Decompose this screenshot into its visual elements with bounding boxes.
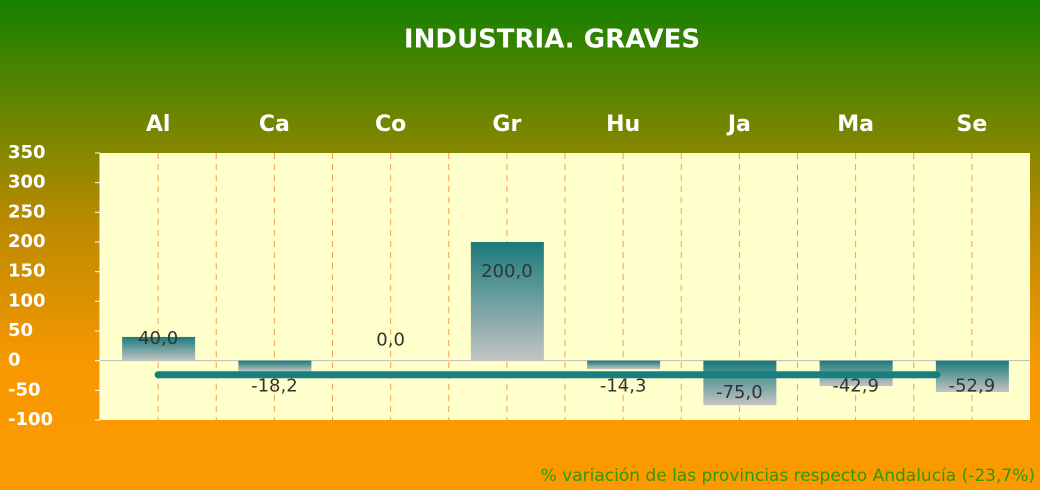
bar — [122, 336, 196, 361]
x-tick-label: Al — [146, 112, 171, 137]
data-label: 40,0 — [138, 328, 178, 349]
y-tick-label: 0 — [8, 350, 21, 371]
x-tick-label: Gr — [492, 112, 521, 137]
y-tick-label: 350 — [8, 142, 46, 163]
data-label: -75,0 — [716, 382, 763, 403]
x-tick-label: Se — [956, 112, 987, 137]
bar — [587, 360, 661, 370]
chart-title: INDUSTRIA. GRAVES — [404, 25, 700, 55]
x-tick-label: Ma — [837, 112, 874, 137]
bar — [703, 360, 777, 406]
data-label: 200,0 — [481, 261, 533, 282]
bar — [238, 360, 312, 372]
x-tick-label: Hu — [606, 112, 640, 137]
y-tick-label: 250 — [8, 201, 46, 222]
y-tick-label: 150 — [8, 261, 46, 282]
note: % variación de las provincias respecto A… — [541, 466, 1035, 486]
bar — [935, 360, 1009, 393]
x-tick-label: Co — [375, 112, 406, 137]
data-label: -14,3 — [600, 376, 647, 397]
y-tick-label: -100 — [8, 409, 53, 430]
bar — [470, 242, 544, 361]
x-tick-label: Ja — [726, 112, 751, 137]
data-label: -42,9 — [832, 376, 879, 397]
data-label: -52,9 — [949, 376, 996, 397]
data-label: -18,2 — [251, 376, 298, 397]
x-tick-label: Ca — [259, 112, 290, 137]
y-tick-label: 100 — [8, 290, 46, 311]
y-tick-label: 300 — [8, 172, 46, 193]
y-tick-label: -50 — [8, 379, 41, 400]
data-label: 0,0 — [376, 330, 405, 351]
y-tick-label: 50 — [8, 320, 33, 341]
y-tick-label: 200 — [8, 231, 46, 252]
